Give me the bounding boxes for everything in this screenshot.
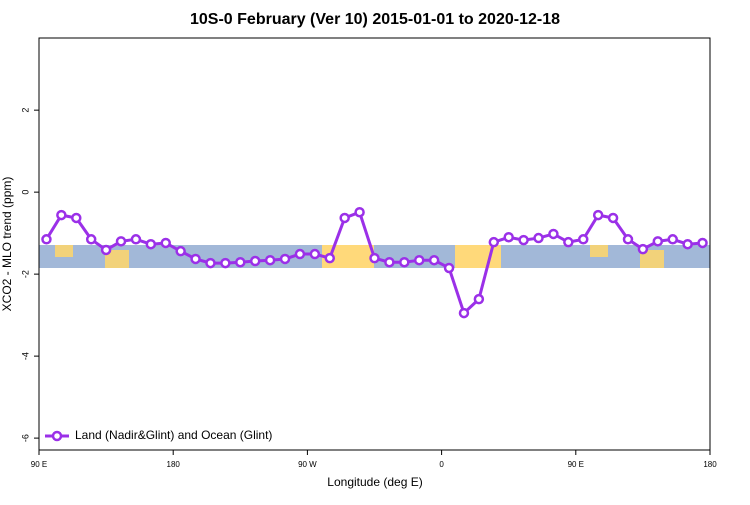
point <box>41 234 52 245</box>
y-axis-label: XCO2 - MLO trend (ppm) <box>0 177 14 312</box>
point <box>175 245 186 257</box>
point <box>592 209 604 221</box>
point <box>190 253 201 265</box>
y-tick-label: 2 <box>20 108 30 113</box>
x-tick-label: 90 E <box>568 460 584 469</box>
point <box>100 244 112 256</box>
point <box>697 237 708 249</box>
point <box>413 254 425 266</box>
point <box>428 254 440 266</box>
point <box>399 256 410 268</box>
point <box>384 256 395 268</box>
point <box>488 236 500 248</box>
point <box>354 206 365 218</box>
point <box>637 243 649 255</box>
point <box>56 209 67 221</box>
point <box>145 238 157 250</box>
y-tick-label: -6 <box>20 434 30 442</box>
point <box>85 234 97 245</box>
point <box>324 252 336 264</box>
point <box>294 248 306 260</box>
point <box>279 253 291 265</box>
point <box>339 212 350 224</box>
legend-label: Land (Nadir&Glint) and Ocean (Glint) <box>75 428 272 442</box>
x-tick-label: 180 <box>167 460 181 469</box>
y-tick-label: -4 <box>20 352 30 360</box>
point <box>548 228 559 240</box>
point <box>607 212 619 224</box>
x-axis-label: Longitude (deg E) <box>327 475 422 489</box>
x-tick-label: 90 W <box>298 460 317 469</box>
y-tick-label: 0 <box>20 190 30 195</box>
point <box>264 254 276 266</box>
point <box>220 257 231 269</box>
point <box>130 234 142 245</box>
point <box>667 234 678 245</box>
legend-marker <box>51 430 63 442</box>
point <box>503 231 514 243</box>
point <box>622 234 634 245</box>
point <box>249 255 261 267</box>
point <box>652 236 664 247</box>
point <box>71 212 82 224</box>
point <box>563 236 574 248</box>
chart-title: 10S-0 February (Ver 10) 2015-01-01 to 20… <box>190 11 560 28</box>
point <box>473 293 485 305</box>
point <box>235 256 246 268</box>
point <box>458 307 470 319</box>
point <box>578 234 589 245</box>
point <box>205 257 216 269</box>
plot-frame <box>38 37 711 451</box>
point <box>369 252 380 264</box>
x-tick-label: 0 <box>439 460 444 469</box>
point <box>682 238 693 250</box>
point <box>115 236 127 247</box>
point <box>309 248 321 260</box>
x-tick-label: 180 <box>703 460 717 469</box>
y-tick-label: -2 <box>20 270 30 278</box>
point <box>518 234 529 246</box>
point <box>443 262 455 274</box>
x-tick-label: 90 E <box>31 460 47 469</box>
point <box>533 232 544 244</box>
point <box>160 237 171 249</box>
